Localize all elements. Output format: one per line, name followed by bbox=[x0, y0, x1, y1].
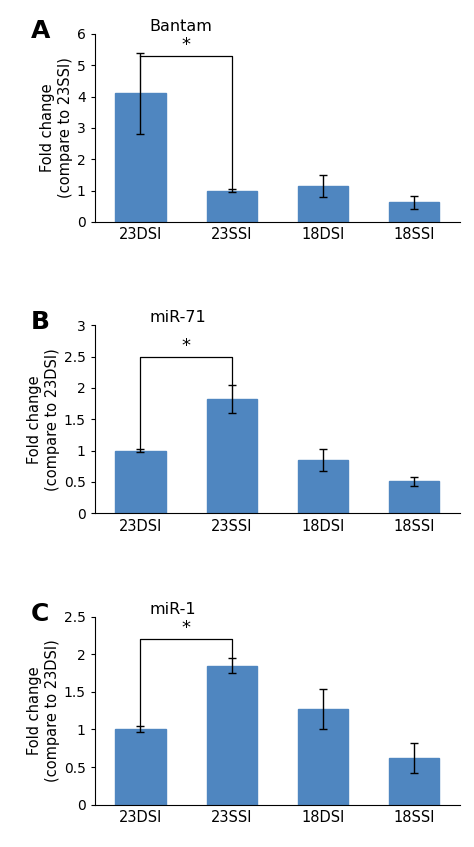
Bar bbox=[115, 93, 165, 222]
Text: A: A bbox=[31, 19, 50, 43]
Y-axis label: Fold change
(compare to 23SSI): Fold change (compare to 23SSI) bbox=[40, 58, 73, 198]
Bar bbox=[298, 185, 348, 222]
Bar bbox=[207, 399, 257, 513]
Text: C: C bbox=[31, 601, 49, 626]
Bar bbox=[298, 709, 348, 805]
Text: miR-1: miR-1 bbox=[149, 601, 196, 617]
Text: *: * bbox=[182, 36, 191, 54]
Bar bbox=[389, 202, 439, 222]
Text: Bantam: Bantam bbox=[149, 19, 212, 34]
Text: miR-71: miR-71 bbox=[149, 310, 206, 325]
Bar bbox=[115, 451, 165, 513]
Bar bbox=[207, 191, 257, 222]
Y-axis label: Fold change
(compare to 23DSI): Fold change (compare to 23DSI) bbox=[27, 639, 60, 782]
Bar bbox=[207, 666, 257, 805]
Text: *: * bbox=[182, 337, 191, 355]
Bar bbox=[298, 460, 348, 513]
Text: B: B bbox=[31, 310, 50, 335]
Bar bbox=[389, 481, 439, 513]
Text: *: * bbox=[182, 619, 191, 637]
Y-axis label: Fold change
(compare to 23DSI): Fold change (compare to 23DSI) bbox=[27, 348, 60, 490]
Bar bbox=[389, 758, 439, 805]
Bar bbox=[115, 729, 165, 805]
